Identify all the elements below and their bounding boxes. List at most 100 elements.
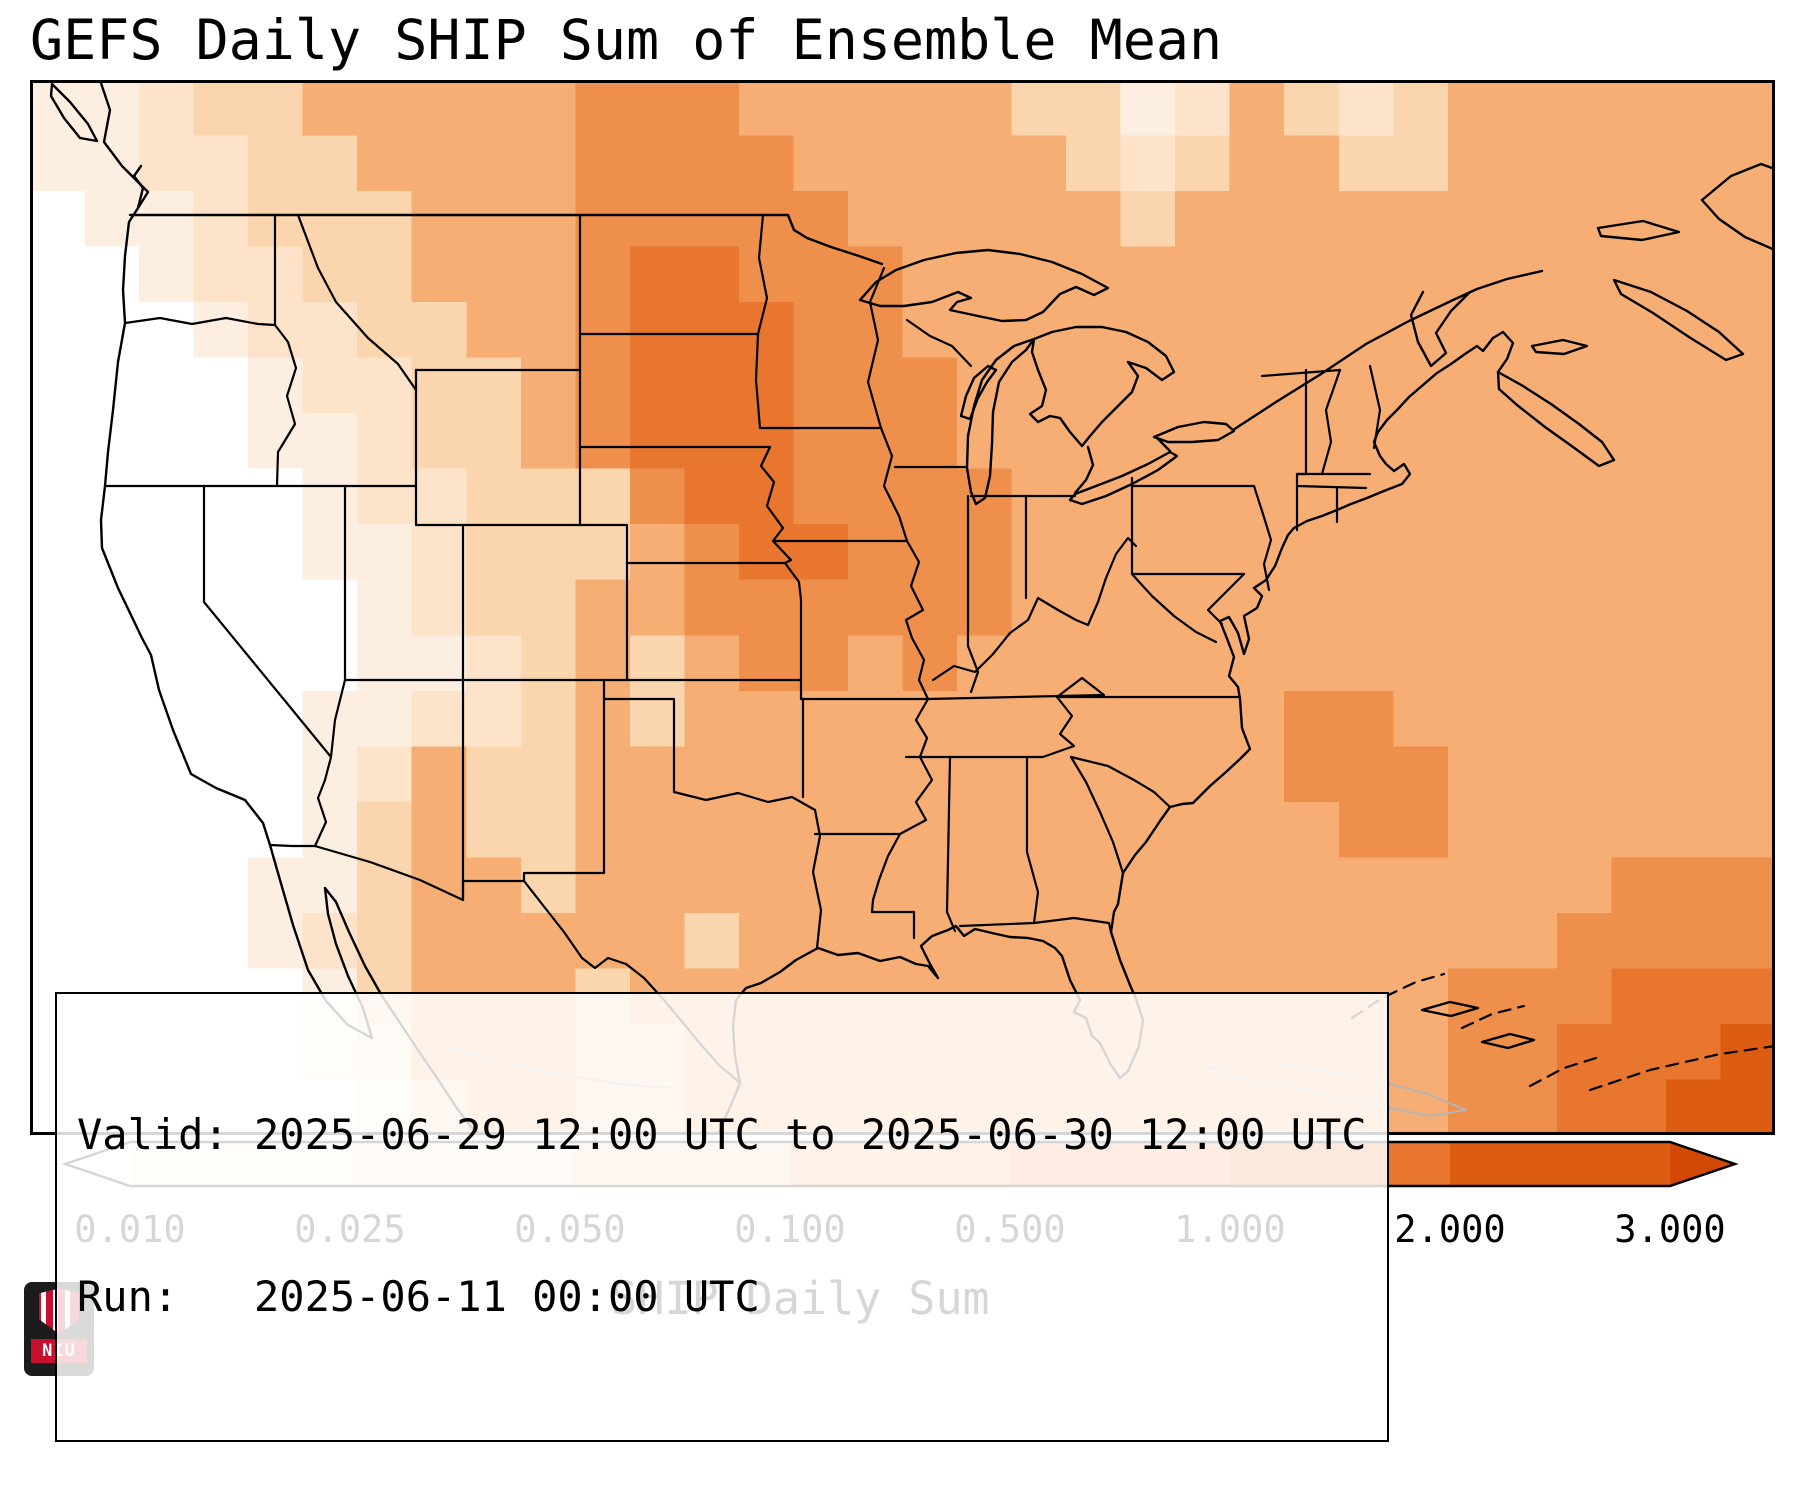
coastline: [959, 364, 998, 421]
heatmap-cell: [793, 357, 849, 414]
heatmap-cell: [466, 302, 522, 359]
heatmap-cell: [629, 191, 685, 248]
coastline: [1700, 162, 1775, 252]
heatmap-cell: [248, 468, 304, 525]
heatmap-cell: [1665, 524, 1722, 581]
heatmap-cell: [1665, 1079, 1722, 1135]
heatmap-cell: [466, 80, 522, 137]
heatmap-cell: [1665, 357, 1722, 414]
heatmap-cell: [411, 690, 467, 747]
heatmap-cell: [957, 912, 1013, 970]
heatmap-cell: [139, 80, 195, 137]
heatmap-cell: [629, 357, 685, 414]
state-border: [931, 536, 1138, 682]
heatmap-cell: [1611, 912, 1667, 970]
heatmap-cell: [575, 413, 631, 470]
heatmap-cell: [575, 524, 631, 581]
heatmap-cell: [957, 246, 1013, 303]
heatmap-cell: [738, 357, 795, 414]
heatmap-cell: [1338, 135, 1394, 192]
heatmap-cell: [957, 801, 1013, 858]
heatmap-cell: [1556, 857, 1613, 914]
maritime-boundary: [1350, 972, 1446, 1020]
heatmap-cell: [1502, 690, 1558, 747]
heatmap-cell: [411, 357, 467, 414]
heatmap-cell: [1502, 801, 1558, 858]
heatmap-cell: [1066, 857, 1122, 914]
heatmap-cell: [1393, 912, 1449, 970]
state-border: [1295, 484, 1368, 490]
heatmap-cell: [1393, 468, 1449, 525]
heatmap-cell: [1284, 746, 1340, 803]
heatmap-cell: [1229, 801, 1285, 858]
state-border: [273, 323, 298, 488]
heatmap-cell: [1720, 524, 1775, 581]
heatmap-cell: [1175, 912, 1231, 970]
heatmap-cell: [848, 135, 904, 192]
heatmap-cell: [1556, 801, 1613, 858]
heatmap-cell: [1502, 635, 1558, 692]
heatmap-cell: [902, 524, 958, 581]
coastline: [1073, 445, 1095, 495]
heatmap-cell: [1393, 635, 1449, 692]
heatmap-cell: [520, 413, 576, 470]
state-border: [329, 678, 347, 759]
heatmap-cell: [357, 246, 413, 303]
heatmap-cell: [139, 857, 195, 914]
heatmap-cell: [248, 746, 304, 803]
geography-layer: [49, 80, 1775, 1135]
coastline: [1155, 436, 1172, 453]
heatmap-cell: [1665, 413, 1722, 470]
heatmap-cell: [902, 302, 958, 359]
heatmap-cell: [1229, 524, 1285, 581]
heatmap-cell: [1611, 413, 1667, 470]
heatmap-cell: [1502, 579, 1558, 636]
heatmap-cell: [848, 746, 904, 803]
colorbar-tick-label: 3.000: [1614, 1208, 1725, 1251]
heatmap-cell: [684, 746, 740, 803]
heatmap-cell: [1066, 191, 1122, 248]
coastline: [1480, 1032, 1536, 1050]
heatmap-cell: [84, 746, 140, 803]
heatmap-cell: [1393, 1023, 1449, 1081]
heatmap-cell: [1611, 1023, 1667, 1081]
heatmap-cell: [357, 579, 413, 636]
heatmap-cell: [1338, 524, 1394, 581]
heatmap-cell: [1175, 80, 1231, 137]
heatmap-cell: [1175, 302, 1231, 359]
heatmap-cell: [1393, 1079, 1449, 1135]
heatmap-cell: [575, 80, 631, 137]
heatmap-cell: [1502, 746, 1558, 803]
heatmap-cell: [684, 191, 740, 248]
heatmap-cell: [1447, 413, 1503, 470]
heatmap-cell: [139, 524, 195, 581]
heatmap-cell: [30, 690, 86, 747]
state-border: [926, 693, 1106, 701]
heatmap-cell: [684, 635, 740, 692]
heatmap-cell: [1611, 80, 1667, 137]
heatmap-cell: [1284, 246, 1340, 303]
heatmap-cell: [902, 246, 958, 303]
heatmap-cell: [1447, 912, 1503, 970]
heatmap-cell: [684, 246, 740, 303]
heatmap-cell: [520, 80, 576, 137]
heatmap-cell: [1338, 302, 1394, 359]
heatmap-cell: [357, 80, 413, 137]
heatmap-cell: [1502, 524, 1558, 581]
heatmap-cell: [575, 579, 631, 636]
heatmap-cell: [684, 579, 740, 636]
heatmap-cell: [1556, 80, 1613, 137]
heatmap-cell: [1338, 468, 1394, 525]
coastline: [1496, 370, 1616, 468]
heatmap-cell: [629, 524, 685, 581]
heatmap-cell: [1011, 746, 1067, 803]
heatmap-cell: [1066, 357, 1122, 414]
heatmap-cell: [193, 690, 249, 747]
heatmap-cell: [357, 857, 413, 914]
heatmap-cell: [193, 746, 249, 803]
figure-title: GEFS Daily SHIP Sum of Ensemble Mean: [30, 8, 1223, 72]
heatmap-cell: [738, 135, 795, 192]
heatmap-cell: [1175, 801, 1231, 858]
heatmap-cell: [30, 413, 86, 470]
heatmap-cell: [1665, 80, 1722, 137]
